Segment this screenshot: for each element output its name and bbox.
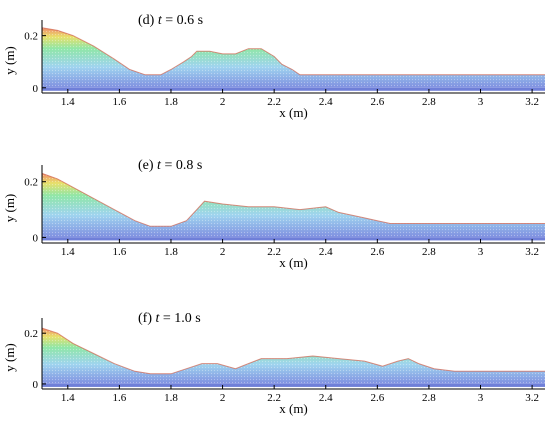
panel-time-label: (e) t = 0.8 s — [138, 158, 202, 173]
y-tick-label: 0.2 — [24, 31, 38, 43]
x-tick-label: 1.4 — [61, 96, 75, 108]
x-tick-label: 2.8 — [422, 246, 436, 258]
x-tick-label: 2.2 — [267, 96, 281, 108]
bottom-boundary — [42, 383, 545, 387]
x-tick-label: 3.2 — [525, 392, 539, 404]
particle-texture — [42, 27, 545, 88]
free-surface-line — [41, 27, 545, 76]
x-tick-label: 3.2 — [525, 96, 539, 108]
free-surface-line — [41, 327, 545, 375]
free-surface-line — [41, 172, 545, 227]
y-axis-label: y (m) — [2, 343, 17, 372]
x-tick-label: 2.4 — [319, 392, 333, 404]
particle-texture — [42, 328, 545, 384]
x-tick-label: 2 — [220, 246, 226, 258]
x-tick-label: 1.8 — [164, 392, 178, 404]
x-tick-label: 3 — [478, 246, 484, 258]
particle-texture — [42, 173, 545, 238]
x-tick-label: 2.4 — [319, 96, 333, 108]
x-axis-label: x (m) — [279, 105, 308, 120]
x-tick-label: 2.6 — [370, 96, 384, 108]
x-tick-label: 2.6 — [370, 246, 384, 258]
y-tick-label: 0.2 — [24, 177, 38, 189]
y-tick-label: 0.2 — [24, 328, 38, 340]
x-tick-label: 2.2 — [267, 392, 281, 404]
panel-time-label: (d) t = 0.6 s — [138, 13, 203, 28]
y-tick-label: 0 — [33, 232, 39, 244]
x-tick-label: 2.4 — [319, 246, 333, 258]
x-tick-label: 2 — [220, 392, 226, 404]
x-tick-label: 2 — [220, 96, 226, 108]
panel-e: 1.4 1.6 1.8 2 2.2 2.4 2.6 2.8 3 3.2 0 0.2 x (m) y (m)… — [2, 158, 545, 270]
x-tick-label: 1.4 — [61, 246, 75, 258]
y-tick-label: 0 — [33, 379, 39, 391]
x-tick-label: 1.8 — [164, 246, 178, 258]
x-tick-label: 3 — [478, 392, 484, 404]
x-tick-label: 2.6 — [370, 392, 384, 404]
x-tick-label: 1.6 — [113, 392, 127, 404]
x-tick-label: 3 — [478, 96, 484, 108]
panel-time-label: (f) t = 1.0 s — [138, 311, 201, 326]
x-tick-label: 1.6 — [113, 96, 127, 108]
y-tick-label: 0 — [33, 83, 39, 95]
y-axis-label: y (m) — [2, 46, 17, 75]
panel-f: 1.4 1.6 1.8 2 2.2 2.4 2.6 2.8 3 3.2 0 0.2 x (m) y (m)… — [2, 311, 545, 416]
x-axis-label: x (m) — [279, 255, 308, 270]
panel-d: 1.4 1.6 1.8 2 2.2 2.4 2.6 2.8 3 3.2 0 0.2 x (m) y (m)… — [2, 13, 545, 120]
x-tick-label: 2.8 — [422, 96, 436, 108]
x-tick-label: 1.8 — [164, 96, 178, 108]
x-tick-label: 2.8 — [422, 392, 436, 404]
x-tick-label: 1.4 — [61, 392, 75, 404]
bottom-boundary — [42, 237, 545, 241]
x-tick-label: 1.6 — [113, 246, 127, 258]
y-axis-label: y (m) — [2, 194, 17, 223]
x-axis-label: x (m) — [279, 401, 308, 416]
x-tick-label: 2.2 — [267, 246, 281, 258]
x-tick-label: 3.2 — [525, 246, 539, 258]
bottom-boundary — [42, 87, 545, 91]
